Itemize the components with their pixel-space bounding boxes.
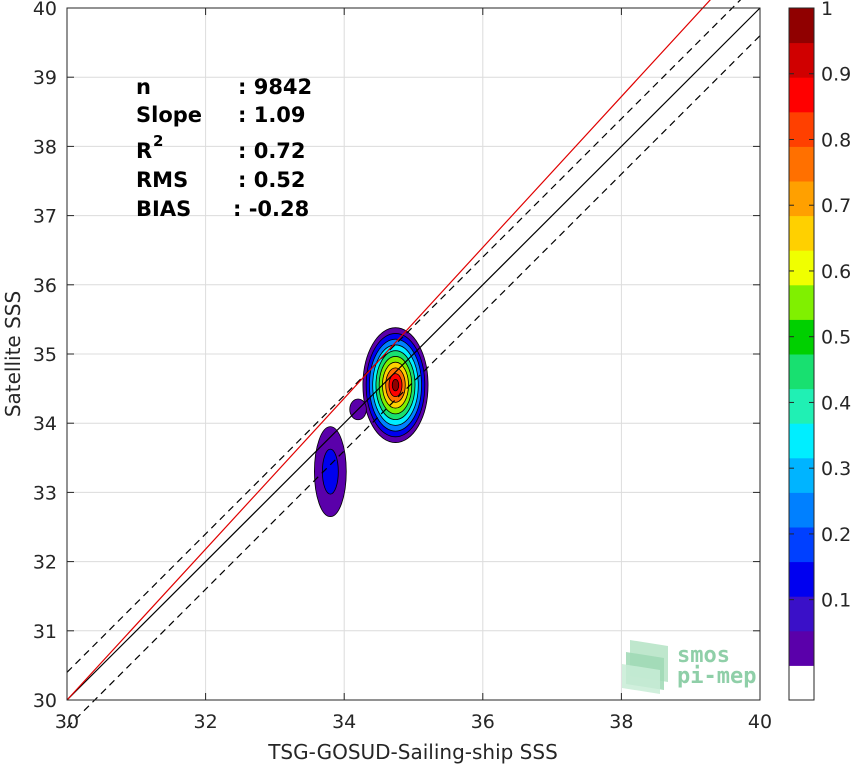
logo-graphic — [622, 640, 668, 694]
colorbar-segment — [789, 77, 814, 113]
colorbar-tick-label: 1 — [821, 0, 833, 20]
colorbar-ticks: 0.1 0.2 0.3 0.4 0.5 0.6 0.7 0.8 0.9 1 — [789, 0, 851, 612]
y-tick-label: 31 — [33, 621, 57, 643]
lower-bound-line — [66, 35, 761, 729]
x-axis: 30 32 34 36 38 40 — [55, 8, 772, 733]
colorbar-tick-label: 0.7 — [821, 195, 851, 217]
colorbar-segment — [789, 284, 814, 320]
logo-text-pimep: pi-mep — [677, 664, 756, 689]
colorbar-frame — [788, 7, 815, 701]
colorbar — [789, 8, 814, 701]
colorbar-tick-label: 0.4 — [821, 392, 851, 414]
stat-r2-label: R — [136, 139, 152, 163]
colorbar-segment — [789, 42, 814, 78]
y-tick-label: 36 — [33, 275, 57, 297]
colorbar-segment — [789, 111, 814, 147]
stat-rms-value: : 0.52 — [238, 168, 306, 192]
y-tick-label: 35 — [33, 344, 57, 366]
density-contours — [314, 327, 429, 518]
y-tick-label: 39 — [33, 67, 57, 89]
stat-n-value: : 9842 — [238, 75, 312, 99]
stat-bias-value: : -0.28 — [233, 197, 309, 221]
colorbar-segment — [789, 457, 814, 493]
stat-r2-superscript: 2 — [153, 132, 163, 150]
x-tick-label: 30 — [55, 711, 79, 733]
colorbar-segment — [789, 215, 814, 251]
x-tick-label: 40 — [748, 711, 772, 733]
stats-box: n : 9842 Slope : 1.09 R 2 : 0.72 RMS : 0… — [136, 75, 312, 221]
upper-bound-line — [66, 0, 742, 673]
identity-line — [66, 7, 761, 701]
x-tick-label: 34 — [332, 711, 356, 733]
colorbar-segment — [789, 181, 814, 217]
stat-rms-label: RMS — [136, 168, 188, 192]
colorbar-segment — [789, 423, 814, 459]
colorbar-segment — [789, 492, 814, 528]
y-tick-label: 37 — [33, 206, 57, 228]
colorbar-tick-label: 0.6 — [821, 261, 851, 283]
colorbar-tick-label: 0.5 — [821, 327, 851, 349]
y-tick-label: 30 — [33, 690, 57, 712]
colorbar-segment — [789, 146, 814, 182]
colorbar-tick-label: 0.2 — [821, 524, 851, 546]
stat-bias-label: BIAS — [136, 197, 191, 221]
colorbar-segment — [789, 630, 814, 666]
colorbar-segment — [789, 8, 814, 44]
colorbar-tick-label: 0.8 — [821, 129, 851, 151]
y-tick-label: 40 — [33, 0, 57, 20]
y-tick-label: 33 — [33, 482, 57, 504]
contour-level — [391, 378, 400, 392]
colorbar-segment — [789, 388, 814, 424]
colorbar-segment — [789, 250, 814, 286]
colorbar-tick-label: 0.9 — [821, 64, 851, 86]
x-tick-label: 32 — [194, 711, 218, 733]
y-axis: 30 31 32 33 34 35 36 37 38 39 40 — [33, 0, 760, 712]
fit-line — [66, 0, 711, 701]
y-tick-label: 32 — [33, 552, 57, 574]
colorbar-segment — [789, 665, 814, 701]
stat-r2-value: : 0.72 — [238, 139, 306, 163]
colorbar-tick-label: 0.1 — [821, 590, 851, 612]
stat-n-label: n — [136, 75, 151, 99]
y-axis-title: Satellite SSS — [1, 291, 25, 417]
contour-level — [321, 448, 339, 495]
colorbar-segment — [789, 561, 814, 597]
x-tick-label: 36 — [471, 711, 495, 733]
y-tick-label: 34 — [33, 413, 57, 435]
colorbar-segment — [789, 596, 814, 632]
x-axis-title: TSG-GOSUD-Sailing-ship SSS — [267, 740, 558, 764]
colorbar-segment — [789, 527, 814, 563]
logo-text-smos: smos — [677, 643, 730, 668]
stat-slope-label: Slope — [136, 103, 202, 127]
stat-slope-value: : 1.09 — [238, 103, 306, 127]
colorbar-segment — [789, 354, 814, 390]
colorbar-tick-label: 0.3 — [821, 458, 851, 480]
y-tick-label: 38 — [33, 136, 57, 158]
x-tick-label: 38 — [609, 711, 633, 733]
reference-lines — [66, 0, 761, 729]
smos-pimep-logo: smos pi-mep — [622, 640, 756, 694]
